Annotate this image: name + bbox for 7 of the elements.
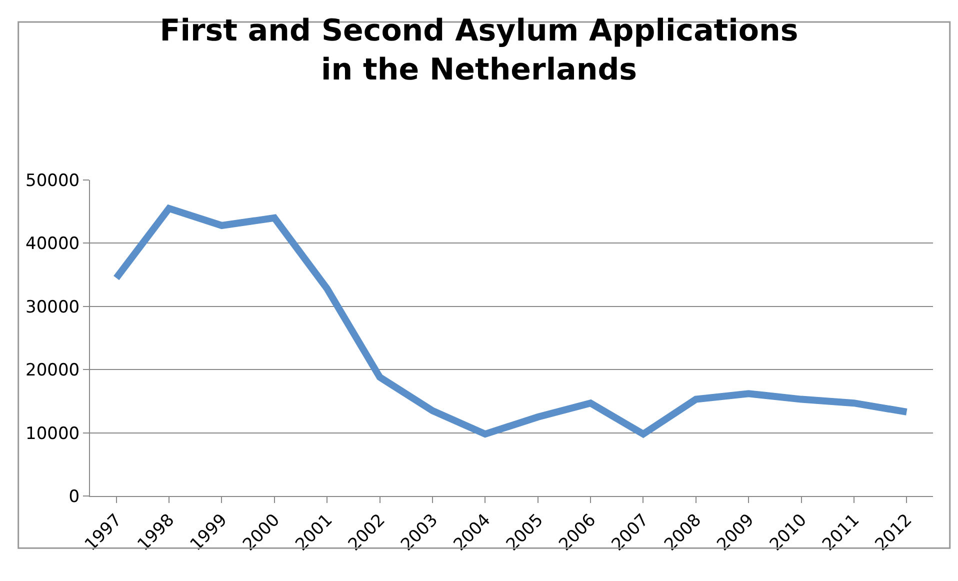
y-tick-label: 20000	[26, 360, 80, 381]
y-tick-label: 30000	[26, 297, 80, 318]
y-tick-label: 0	[68, 486, 80, 507]
y-tick-label: 50000	[26, 170, 80, 191]
chart-title: First and Second Asylum Applications in the Netherlands	[160, 14, 798, 88]
y-tick-label: 10000	[26, 424, 80, 444]
y-tick-label: 40000	[26, 234, 80, 254]
